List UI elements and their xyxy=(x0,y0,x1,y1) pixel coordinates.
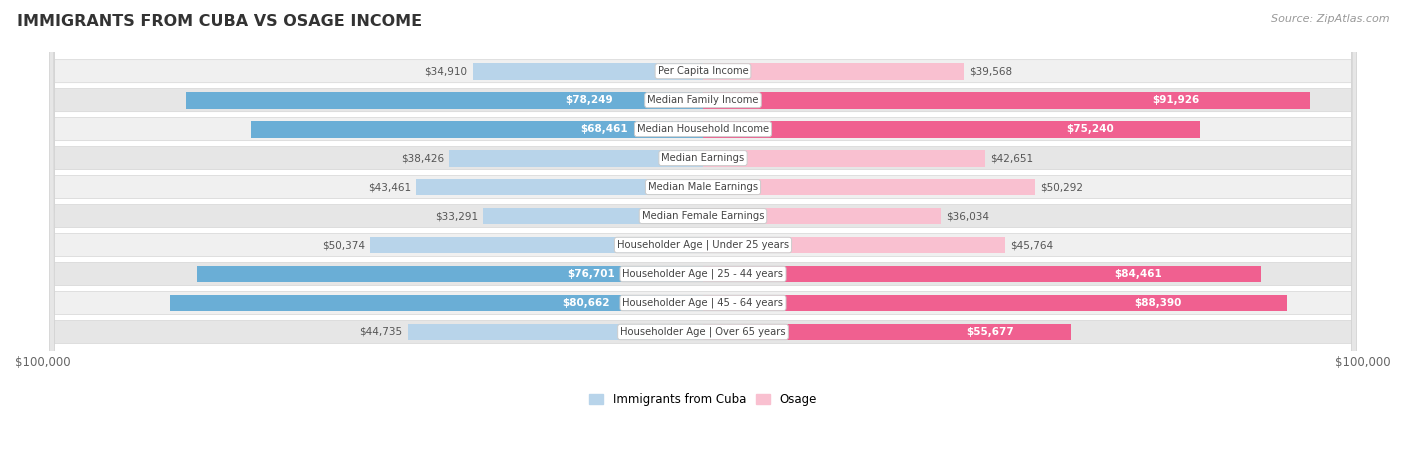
Bar xyxy=(703,208,941,225)
Bar xyxy=(703,295,1286,311)
Text: $88,390: $88,390 xyxy=(1135,298,1182,308)
Bar xyxy=(703,63,965,79)
Text: Median Earnings: Median Earnings xyxy=(661,153,745,163)
Bar xyxy=(472,63,703,79)
FancyBboxPatch shape xyxy=(49,0,1357,467)
Text: Householder Age | 45 - 64 years: Householder Age | 45 - 64 years xyxy=(623,298,783,308)
Text: $44,735: $44,735 xyxy=(360,327,402,337)
Text: Median Household Income: Median Household Income xyxy=(637,124,769,134)
Text: Householder Age | Over 65 years: Householder Age | Over 65 years xyxy=(620,327,786,337)
Text: IMMIGRANTS FROM CUBA VS OSAGE INCOME: IMMIGRANTS FROM CUBA VS OSAGE INCOME xyxy=(17,14,422,29)
FancyBboxPatch shape xyxy=(49,0,1357,467)
FancyBboxPatch shape xyxy=(49,0,1357,467)
Bar xyxy=(703,324,1070,340)
Text: Median Female Earnings: Median Female Earnings xyxy=(641,211,765,221)
Bar xyxy=(703,237,1005,254)
Text: Per Capita Income: Per Capita Income xyxy=(658,66,748,76)
Text: $42,651: $42,651 xyxy=(990,153,1033,163)
Text: Source: ZipAtlas.com: Source: ZipAtlas.com xyxy=(1271,14,1389,24)
Bar xyxy=(703,150,984,167)
FancyBboxPatch shape xyxy=(49,0,1357,467)
Bar xyxy=(703,266,1261,283)
Text: $75,240: $75,240 xyxy=(1067,124,1115,134)
Text: Median Male Earnings: Median Male Earnings xyxy=(648,182,758,192)
Bar xyxy=(416,179,703,196)
Bar xyxy=(703,121,1199,138)
Text: $43,461: $43,461 xyxy=(368,182,411,192)
Bar xyxy=(703,92,1310,108)
Bar xyxy=(170,295,703,311)
Text: $68,461: $68,461 xyxy=(579,124,627,134)
Text: $84,461: $84,461 xyxy=(1114,269,1161,279)
Bar xyxy=(450,150,703,167)
Bar xyxy=(252,121,703,138)
Text: $50,292: $50,292 xyxy=(1040,182,1083,192)
FancyBboxPatch shape xyxy=(49,0,1357,467)
Text: $50,374: $50,374 xyxy=(322,240,366,250)
FancyBboxPatch shape xyxy=(49,0,1357,467)
FancyBboxPatch shape xyxy=(49,0,1357,467)
FancyBboxPatch shape xyxy=(49,0,1357,467)
Bar xyxy=(187,92,703,108)
Text: $76,701: $76,701 xyxy=(568,269,616,279)
Text: $36,034: $36,034 xyxy=(946,211,990,221)
Text: $38,426: $38,426 xyxy=(401,153,444,163)
Bar xyxy=(370,237,703,254)
Text: Householder Age | Under 25 years: Householder Age | Under 25 years xyxy=(617,240,789,250)
Legend: Immigrants from Cuba, Osage: Immigrants from Cuba, Osage xyxy=(585,388,821,410)
Text: $78,249: $78,249 xyxy=(565,95,613,105)
Text: $45,764: $45,764 xyxy=(1011,240,1053,250)
Text: $80,662: $80,662 xyxy=(562,298,610,308)
Bar xyxy=(703,179,1035,196)
FancyBboxPatch shape xyxy=(49,0,1357,467)
FancyBboxPatch shape xyxy=(49,0,1357,467)
Bar xyxy=(408,324,703,340)
Text: $33,291: $33,291 xyxy=(434,211,478,221)
Text: $91,926: $91,926 xyxy=(1153,95,1199,105)
Text: $55,677: $55,677 xyxy=(966,327,1014,337)
Text: $34,910: $34,910 xyxy=(425,66,467,76)
Text: Householder Age | 25 - 44 years: Householder Age | 25 - 44 years xyxy=(623,269,783,279)
Text: $39,568: $39,568 xyxy=(970,66,1012,76)
Bar xyxy=(197,266,703,283)
Text: Median Family Income: Median Family Income xyxy=(647,95,759,105)
Bar xyxy=(484,208,703,225)
